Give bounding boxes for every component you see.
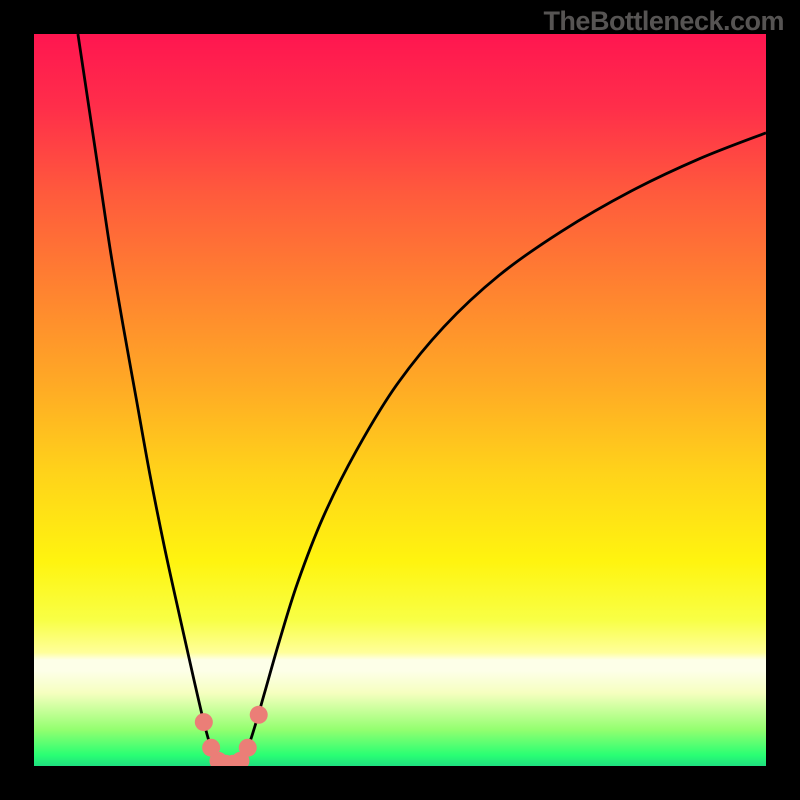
watermark-text: TheBottleneck.com [543,6,784,37]
plot-svg [34,34,766,766]
plot-area [34,34,766,766]
marker-dot [195,713,213,731]
chart-frame: TheBottleneck.com [0,0,800,800]
marker-dot [250,706,268,724]
marker-dot [239,739,257,757]
gradient-background [34,34,766,766]
